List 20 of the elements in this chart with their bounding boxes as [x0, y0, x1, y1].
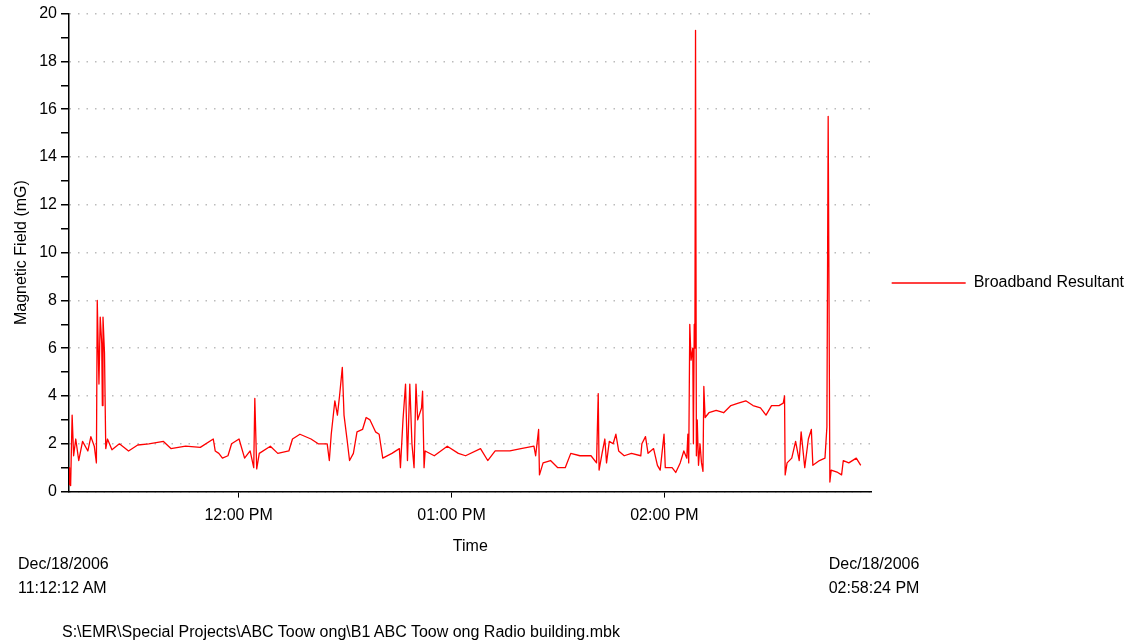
text: Dec/18/2006 02:58:24 PM	[828, 554, 920, 598]
y-tick-label: 10	[39, 243, 58, 261]
y-tick-label: 6	[48, 338, 58, 356]
text: S:\EMR\Special Projects\ABC Toow ong\B1 ABC Toow ong Radio building.mbk	[62, 622, 620, 641]
y-tick-label: 16	[39, 99, 58, 117]
y-tick-label: 20	[39, 4, 58, 22]
y-axis-title: Magnetic Field (mG)	[12, 180, 30, 326]
y-tick-label: 12	[39, 195, 58, 213]
y-tick-label: 18	[39, 51, 58, 69]
x-tick-label: 01:00 PM	[417, 505, 486, 523]
y-tick-label: 0	[48, 482, 58, 500]
y-tick-label: 8	[48, 290, 58, 308]
legend-label: Broadband Resultant	[973, 273, 1125, 291]
y-tick-label: 4	[48, 386, 58, 404]
text: Dec/18/2006 11:12:12 AM	[18, 554, 109, 598]
x-axis-title: Time	[452, 536, 488, 554]
y-tick-label: 14	[39, 147, 58, 165]
x-tick-label: 02:00 PM	[630, 505, 699, 523]
x-tick-label: 12:00 PM	[204, 505, 273, 523]
y-tick-label: 2	[48, 434, 58, 452]
